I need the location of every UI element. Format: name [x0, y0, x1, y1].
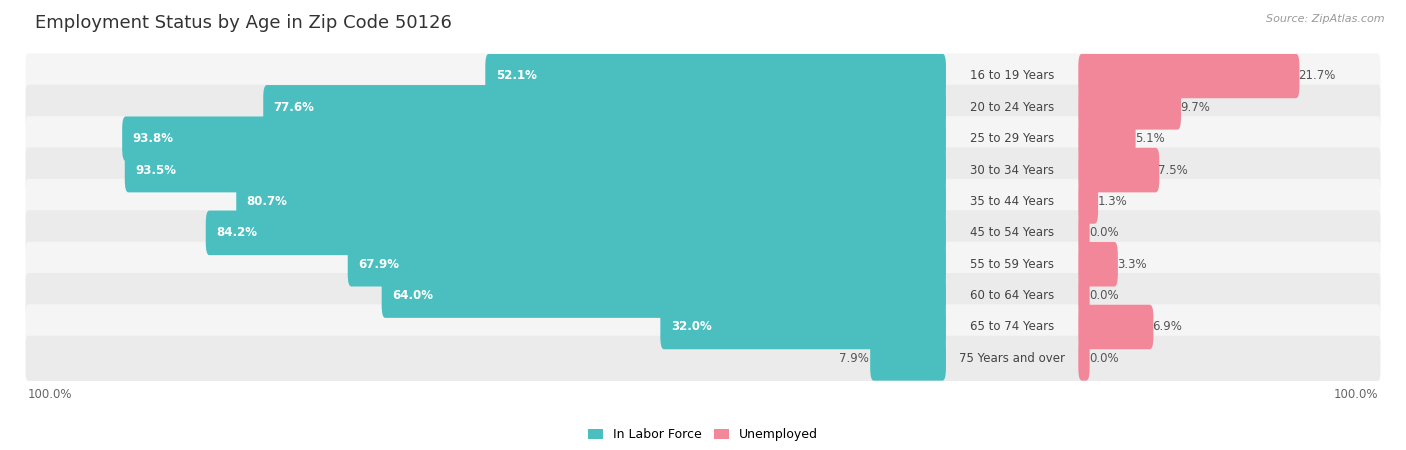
FancyBboxPatch shape: [205, 211, 946, 255]
Text: 80.7%: 80.7%: [246, 195, 288, 208]
Text: 1.3%: 1.3%: [1097, 195, 1128, 208]
FancyBboxPatch shape: [1078, 336, 1090, 381]
FancyBboxPatch shape: [1078, 179, 1098, 224]
Text: 75 Years and over: 75 Years and over: [959, 352, 1066, 365]
FancyBboxPatch shape: [1078, 117, 1136, 161]
Text: 6.9%: 6.9%: [1153, 320, 1182, 333]
FancyBboxPatch shape: [25, 210, 1381, 256]
Text: 25 to 29 Years: 25 to 29 Years: [970, 132, 1054, 145]
Text: 100.0%: 100.0%: [28, 388, 73, 401]
FancyBboxPatch shape: [1078, 85, 1181, 130]
FancyBboxPatch shape: [1078, 273, 1090, 318]
Text: 0.0%: 0.0%: [1088, 226, 1118, 239]
Text: 100.0%: 100.0%: [1333, 388, 1378, 401]
FancyBboxPatch shape: [870, 336, 946, 381]
Text: 21.7%: 21.7%: [1299, 69, 1336, 82]
FancyBboxPatch shape: [25, 116, 1381, 161]
Text: 3.3%: 3.3%: [1116, 258, 1147, 271]
Text: 7.5%: 7.5%: [1159, 164, 1188, 176]
FancyBboxPatch shape: [122, 117, 946, 161]
Text: 0.0%: 0.0%: [1088, 289, 1118, 302]
FancyBboxPatch shape: [485, 54, 946, 98]
FancyBboxPatch shape: [236, 179, 946, 224]
FancyBboxPatch shape: [1078, 305, 1153, 349]
FancyBboxPatch shape: [25, 273, 1381, 318]
FancyBboxPatch shape: [1078, 54, 1299, 98]
Text: 93.8%: 93.8%: [132, 132, 173, 145]
FancyBboxPatch shape: [25, 336, 1381, 381]
FancyBboxPatch shape: [25, 54, 1381, 99]
Text: 84.2%: 84.2%: [217, 226, 257, 239]
FancyBboxPatch shape: [661, 305, 946, 349]
FancyBboxPatch shape: [125, 148, 946, 192]
FancyBboxPatch shape: [263, 85, 946, 130]
Text: 77.6%: 77.6%: [274, 101, 315, 114]
Text: 20 to 24 Years: 20 to 24 Years: [970, 101, 1054, 114]
Text: 35 to 44 Years: 35 to 44 Years: [970, 195, 1054, 208]
Text: 9.7%: 9.7%: [1180, 101, 1211, 114]
Text: Source: ZipAtlas.com: Source: ZipAtlas.com: [1267, 14, 1385, 23]
Text: 45 to 54 Years: 45 to 54 Years: [970, 226, 1054, 239]
FancyBboxPatch shape: [25, 179, 1381, 224]
Legend: In Labor Force, Unemployed: In Labor Force, Unemployed: [588, 428, 818, 441]
FancyBboxPatch shape: [1078, 211, 1090, 255]
Text: 30 to 34 Years: 30 to 34 Years: [970, 164, 1054, 176]
FancyBboxPatch shape: [1078, 242, 1118, 287]
Text: 64.0%: 64.0%: [392, 289, 433, 302]
Text: 0.0%: 0.0%: [1088, 352, 1118, 365]
Text: 93.5%: 93.5%: [135, 164, 176, 176]
FancyBboxPatch shape: [25, 148, 1381, 193]
Text: 55 to 59 Years: 55 to 59 Years: [970, 258, 1054, 271]
FancyBboxPatch shape: [1078, 148, 1160, 192]
Text: 7.9%: 7.9%: [839, 352, 869, 365]
Text: 32.0%: 32.0%: [671, 320, 711, 333]
Text: 60 to 64 Years: 60 to 64 Years: [970, 289, 1054, 302]
FancyBboxPatch shape: [381, 273, 946, 318]
Text: 5.1%: 5.1%: [1135, 132, 1164, 145]
Text: 52.1%: 52.1%: [496, 69, 537, 82]
Text: Employment Status by Age in Zip Code 50126: Employment Status by Age in Zip Code 501…: [35, 14, 451, 32]
Text: 65 to 74 Years: 65 to 74 Years: [970, 320, 1054, 333]
FancyBboxPatch shape: [25, 85, 1381, 130]
FancyBboxPatch shape: [25, 242, 1381, 287]
FancyBboxPatch shape: [25, 304, 1381, 350]
Text: 67.9%: 67.9%: [359, 258, 399, 271]
FancyBboxPatch shape: [347, 242, 946, 287]
Text: 16 to 19 Years: 16 to 19 Years: [970, 69, 1054, 82]
